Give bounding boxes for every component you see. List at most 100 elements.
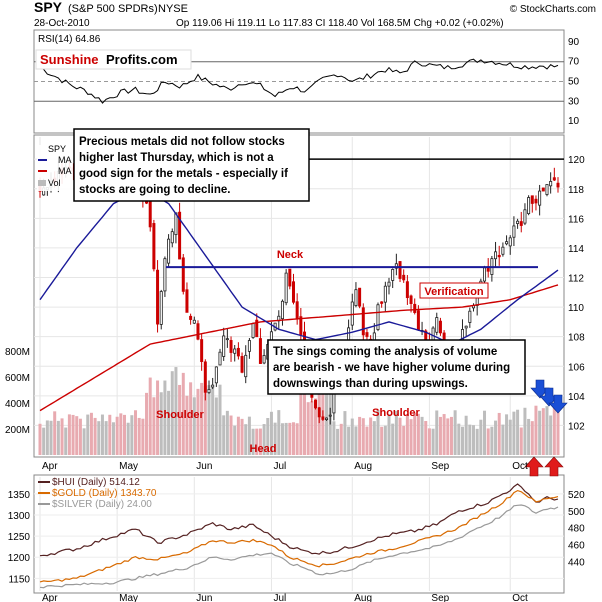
rsi-legend: RSI(14) 64.86 — [38, 34, 101, 45]
volume-bar — [255, 428, 259, 455]
candle-body — [288, 268, 292, 287]
brand-logo-red: Sunshine — [40, 52, 99, 67]
rsi-tick-label: 90 — [568, 37, 580, 48]
price-x-label: Jul — [273, 461, 286, 472]
volume-bar — [291, 422, 295, 455]
volume-bar — [170, 371, 174, 455]
volume-bar — [60, 418, 64, 455]
candle-body — [255, 319, 259, 338]
price-tick-label: 118 — [568, 185, 584, 196]
volume-bar — [523, 407, 527, 455]
candle-body — [156, 269, 160, 325]
candle-body — [181, 257, 185, 292]
volume-bar — [78, 418, 82, 455]
annotation-metals-box: Precious metals did not follow stocks hi… — [73, 128, 310, 202]
blue-arrow-3 — [548, 394, 568, 414]
price-tick-label: 116 — [568, 214, 584, 225]
volume-bars — [38, 367, 560, 455]
volume-bar — [222, 415, 226, 455]
candle-body — [229, 340, 233, 353]
volume-bar — [49, 420, 53, 455]
series-silverdaily — [39, 504, 559, 589]
volume-bar — [387, 414, 391, 455]
candle-body — [314, 399, 318, 409]
candle-body — [435, 317, 439, 333]
volume-bar — [303, 393, 307, 455]
hui-tick-label: 480 — [568, 524, 585, 535]
candle-body — [317, 407, 321, 418]
candle-body — [483, 267, 487, 282]
volume-bar — [244, 424, 248, 455]
volume-bar — [141, 418, 145, 455]
volume-bar — [369, 417, 373, 455]
volume-bar — [534, 405, 538, 455]
volume-bar — [350, 418, 354, 455]
candle-body — [200, 339, 204, 362]
volume-bar — [119, 413, 123, 455]
volume-bar — [365, 426, 369, 455]
volume-bar — [152, 397, 156, 455]
volume-bar — [181, 372, 185, 455]
svg-text:Precious metals did not follow: Precious metals did not follow stocks — [79, 136, 285, 148]
volume-bar — [53, 411, 57, 455]
candle-body — [431, 327, 435, 341]
volume-bar — [372, 421, 376, 455]
volume-bar — [104, 421, 108, 455]
volume-bar — [196, 388, 200, 455]
volume-bar — [519, 427, 523, 455]
volume-bar — [472, 425, 476, 455]
gold-tick-label: 1350 — [8, 490, 31, 501]
neck-label: Neck — [277, 249, 304, 261]
svg-text:downswings than during upswing: downswings than during upswings. — [273, 378, 468, 390]
red-arrow-1 — [524, 456, 544, 477]
volume-bar — [207, 385, 211, 455]
candle-body — [438, 320, 442, 334]
candle-body — [196, 323, 200, 340]
volume-bar — [251, 428, 255, 455]
gold-tick-label: 1250 — [8, 532, 31, 543]
volume-bar — [130, 415, 134, 455]
candle-body — [552, 177, 556, 181]
volume-bar — [483, 410, 487, 455]
chart-date: 28-Oct-2010 — [34, 18, 90, 29]
volume-bar — [438, 416, 442, 455]
volume-bar — [409, 419, 413, 455]
volume-bar — [541, 408, 545, 455]
volume-bar — [156, 380, 160, 455]
volume-bar — [339, 423, 343, 455]
left-shoulder-label: Shoulder — [156, 409, 204, 421]
volume-bar — [468, 424, 472, 455]
price-tick-label: 102 — [568, 421, 585, 432]
svg-text:higher last Thursday, which is: higher last Thursday, which is not a — [79, 152, 274, 164]
gold-tick-label: 1300 — [8, 511, 31, 522]
volume-bar — [405, 413, 409, 455]
volume-bar — [167, 390, 171, 455]
metals-panel — [33, 474, 565, 594]
price-tick-label: 112 — [568, 274, 584, 285]
volume-bar — [516, 409, 520, 455]
volume-bar — [64, 427, 68, 455]
rsi-tick-label: 70 — [568, 57, 580, 68]
candle-body — [251, 323, 255, 338]
head-label: Head — [250, 443, 277, 455]
candle-body — [505, 241, 509, 245]
candle-body — [236, 347, 240, 357]
candle-body — [527, 197, 531, 215]
blue-down-arrows — [530, 379, 568, 414]
volume-bar — [347, 426, 351, 455]
volume-bar — [505, 414, 509, 455]
volume-bar — [354, 426, 358, 455]
price-tick-label: 114 — [568, 244, 584, 255]
volume-bar — [233, 425, 237, 455]
candle-body — [299, 316, 303, 335]
volume-bar — [203, 386, 207, 455]
candle-body — [394, 263, 398, 269]
candle-body — [159, 291, 163, 325]
hui-tick-label: 520 — [568, 490, 585, 501]
price-x-label: Sep — [431, 461, 449, 472]
candle-body — [258, 338, 262, 364]
volume-bar — [314, 398, 318, 455]
volume-bar — [306, 402, 310, 455]
rsi-line — [39, 58, 559, 104]
volume-bar — [310, 401, 314, 455]
